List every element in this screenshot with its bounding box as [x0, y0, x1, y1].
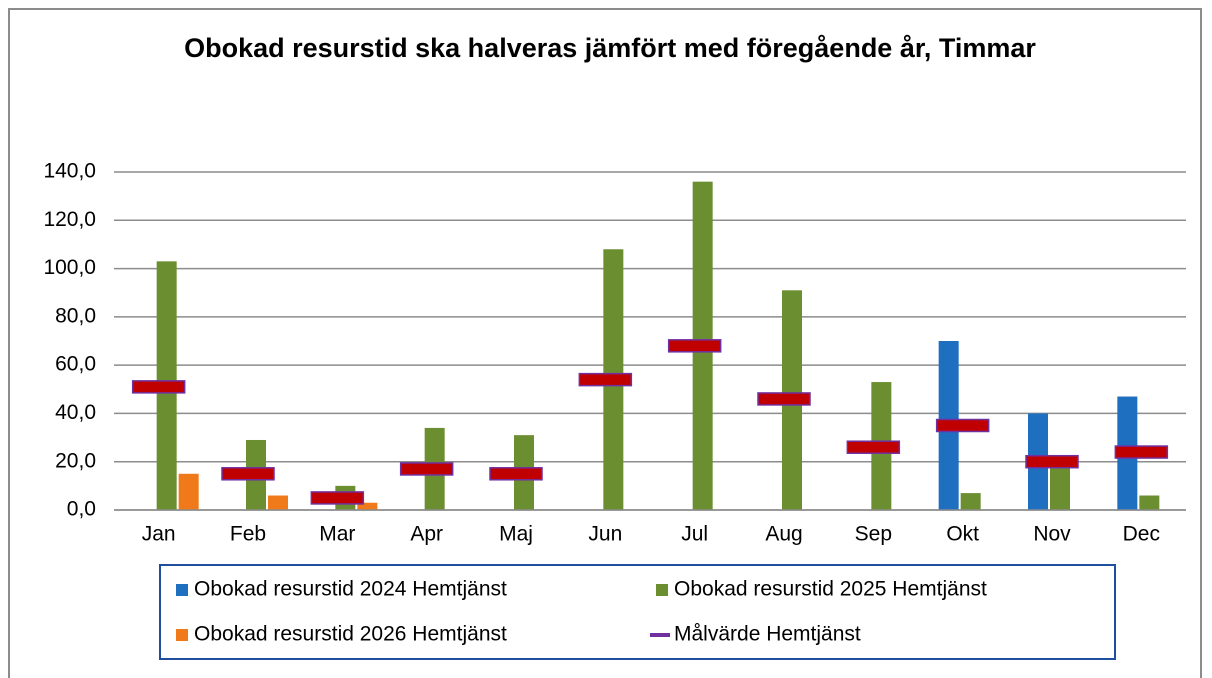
x-tick-label: Sep	[855, 523, 892, 546]
legend-box	[159, 564, 1116, 660]
y-tick-label: 120,0	[43, 208, 96, 231]
legend-label: Obokad resurstid 2026 Hemtjänst	[194, 623, 507, 646]
bar	[1139, 495, 1160, 510]
x-tick-label: Jun	[588, 523, 622, 546]
target-marker	[221, 467, 275, 481]
legend-label: Målvärde Hemtjänst	[674, 623, 861, 646]
target-marker	[1114, 445, 1169, 459]
target-marker	[578, 372, 633, 387]
target-marker	[399, 462, 454, 476]
target-marker	[757, 392, 811, 406]
x-tick-label: Mar	[319, 523, 355, 546]
bar	[1050, 461, 1070, 510]
x-tick-label: Aug	[765, 523, 802, 546]
target-marker	[310, 491, 365, 505]
y-tick-label: 100,0	[43, 256, 96, 279]
x-tick-label: Feb	[230, 523, 266, 546]
target-marker	[131, 380, 186, 394]
x-tick-label: Okt	[946, 523, 979, 546]
bar	[357, 502, 378, 510]
chart-frame	[8, 8, 1202, 678]
legend-swatch	[176, 629, 188, 641]
bar	[268, 495, 288, 510]
y-tick-label: 0,0	[67, 498, 96, 521]
x-tick-label: Apr	[410, 523, 443, 546]
legend-label: Obokad resurstid 2024 Hemtjänst	[194, 578, 507, 601]
x-tick-label: Maj	[499, 523, 533, 546]
legend-swatch	[656, 584, 668, 596]
target-marker	[489, 467, 543, 481]
y-tick-label: 40,0	[55, 401, 96, 424]
bar	[178, 473, 199, 510]
target-marker	[1025, 454, 1079, 469]
legend-label: Obokad resurstid 2025 Hemtjänst	[674, 578, 987, 601]
chart-title: Obokad resurstid ska halveras jämfört me…	[184, 33, 1036, 63]
y-tick-label: 140,0	[43, 160, 96, 183]
x-tick-label: Jul	[681, 523, 708, 546]
x-tick-label: Dec	[1123, 523, 1160, 546]
y-tick-label: 60,0	[55, 353, 96, 376]
x-tick-label: Nov	[1033, 523, 1071, 546]
target-marker	[935, 418, 990, 433]
x-tick-label: Jan	[142, 523, 176, 546]
y-tick-label: 80,0	[55, 304, 96, 327]
bar	[960, 493, 981, 510]
legend-swatch	[176, 584, 188, 596]
target-marker	[667, 339, 722, 353]
y-tick-label: 20,0	[55, 449, 96, 472]
target-marker	[846, 440, 901, 454]
